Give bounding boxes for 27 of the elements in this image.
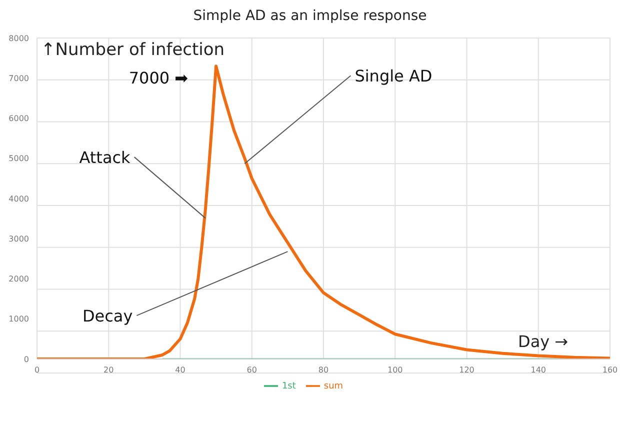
- legend-label: 1st: [282, 381, 296, 392]
- annotation: Single AD: [354, 66, 432, 86]
- x-axis-title: Day →: [518, 332, 568, 351]
- x-tick-label: 120: [459, 366, 474, 375]
- y-tick-label: 7000: [8, 74, 29, 83]
- x-tick-label: 60: [246, 366, 257, 375]
- x-tick-label: 140: [530, 366, 546, 375]
- y-tick-label: 2000: [8, 274, 29, 284]
- x-tick-label: 40: [175, 366, 186, 375]
- y-tick-label: 6000: [8, 114, 29, 124]
- y-tick-label: 0: [24, 354, 29, 364]
- y-tick-label: 5000: [8, 154, 29, 164]
- chart-title: Simple AD as an implse response: [192, 8, 428, 24]
- y-axis-title: ↑Number of infection: [41, 40, 225, 60]
- legend-label: sum: [324, 381, 344, 392]
- annotation: 7000 ➡: [128, 68, 188, 88]
- x-tick-label: 20: [104, 366, 114, 375]
- annotation: Decay: [82, 306, 133, 326]
- x-tick-label: 160: [602, 366, 618, 375]
- y-tick-label: 8000: [8, 34, 29, 43]
- y-tick-label: 4000: [8, 194, 29, 204]
- x-tick-label: 0: [34, 366, 40, 375]
- x-tick-label: 100: [387, 366, 403, 375]
- x-tick-label: 80: [318, 366, 329, 375]
- y-tick-label: 3000: [8, 234, 29, 244]
- annotation: Attack: [79, 148, 132, 168]
- y-tick-label: 1000: [8, 314, 29, 324]
